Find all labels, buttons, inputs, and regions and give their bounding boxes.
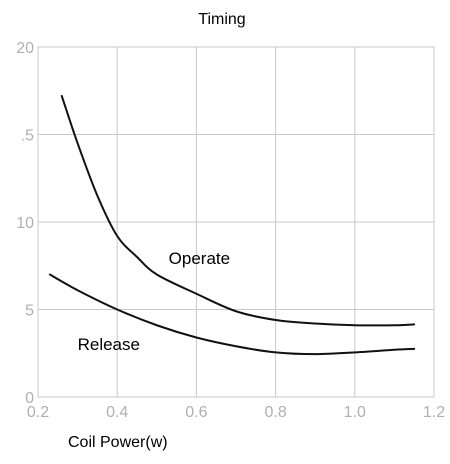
y-tick-label: 10 (16, 215, 34, 232)
series-line-release (48, 273, 416, 356)
series-label-release: Release (78, 335, 140, 354)
x-tick-label: 0.8 (264, 404, 286, 421)
grid-layer (37, 46, 435, 398)
x-tick-label: 1.0 (344, 404, 366, 421)
x-axis-title: Coil Power(w) (68, 434, 168, 451)
axes-layer: 0.2 0.4 0.6 0.8 1.0 1.2 0 5 10 .5 20 (16, 40, 445, 421)
series-layer (48, 95, 416, 356)
y-tick-label: 20 (16, 40, 34, 57)
series-labels-layer: Operate Release (78, 249, 231, 354)
y-tick-label: .5 (21, 128, 34, 145)
x-tick-label: 0.6 (185, 404, 207, 421)
y-tick-label: 5 (25, 303, 34, 320)
y-tick-label: 0 (25, 390, 34, 407)
series-line-operate (60, 95, 416, 327)
x-tick-label: 0.2 (27, 404, 49, 421)
x-tick-label: 0.4 (106, 404, 128, 421)
x-tick-label: 1.2 (423, 404, 445, 421)
series-label-operate: Operate (169, 249, 230, 268)
chart-title: Timing (198, 11, 245, 28)
